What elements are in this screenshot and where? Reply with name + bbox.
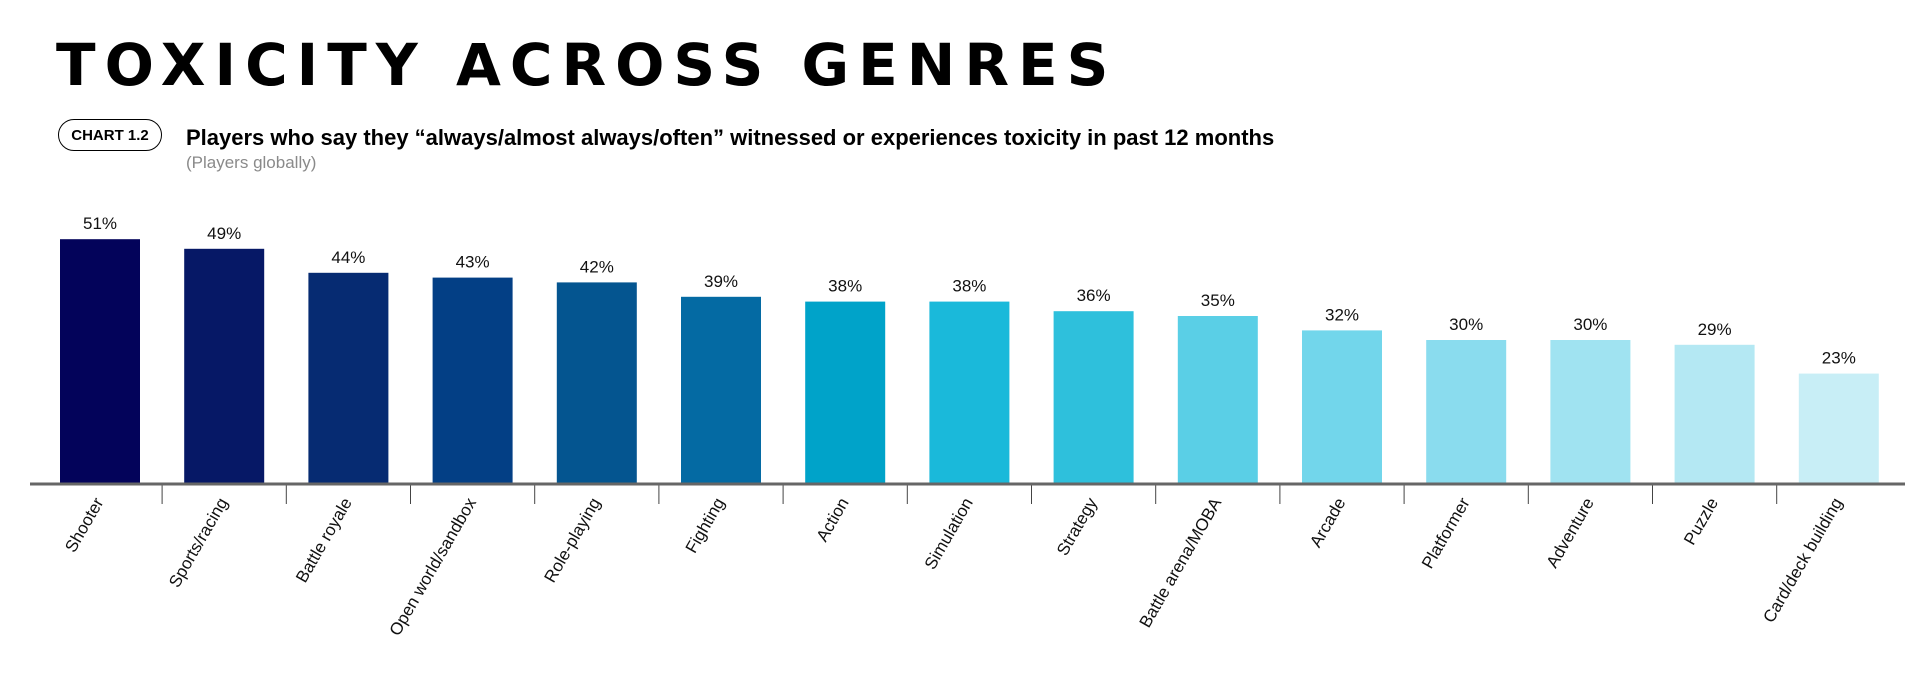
bar bbox=[184, 248, 265, 484]
data-label: 49% bbox=[207, 224, 241, 243]
data-label: 38% bbox=[952, 277, 986, 296]
bar bbox=[681, 296, 761, 484]
bar bbox=[1798, 373, 1879, 484]
data-label: 39% bbox=[704, 272, 738, 291]
category-label: Adventure bbox=[1543, 495, 1598, 572]
chart-note: (Players globally) bbox=[186, 153, 317, 172]
bar bbox=[60, 239, 140, 484]
chart-subtitle: Players who say they “always/almost alwa… bbox=[186, 125, 1275, 150]
category-label: Arcade bbox=[1306, 495, 1349, 551]
bar bbox=[929, 301, 1010, 484]
data-label: 42% bbox=[580, 257, 614, 276]
chart-title: TOXICITY ACROSS GENRES bbox=[56, 31, 1118, 99]
category-label: Open world/sandbox bbox=[386, 494, 481, 639]
data-label: 29% bbox=[1698, 320, 1732, 339]
bar bbox=[805, 301, 886, 484]
data-label: 44% bbox=[331, 248, 365, 267]
data-label: 30% bbox=[1449, 315, 1483, 334]
bar bbox=[1426, 340, 1507, 484]
category-label: Sports/racing bbox=[165, 495, 232, 591]
data-label: 51% bbox=[83, 214, 117, 233]
category-label: Strategy bbox=[1053, 494, 1101, 559]
bar bbox=[308, 272, 389, 484]
category-label: Puzzle bbox=[1680, 495, 1722, 549]
category-label: Action bbox=[813, 495, 853, 545]
bar bbox=[1053, 311, 1134, 484]
category-label: Platformer bbox=[1418, 494, 1474, 572]
data-label: 43% bbox=[456, 253, 490, 272]
bar bbox=[1674, 344, 1755, 484]
category-label: Battle arena/MOBA bbox=[1136, 494, 1226, 631]
bar bbox=[1177, 316, 1258, 484]
chart-number-badge: CHART 1.2 bbox=[58, 119, 162, 151]
data-label: 23% bbox=[1822, 349, 1856, 368]
category-label: Battle royale bbox=[292, 495, 356, 586]
category-label: Simulation bbox=[921, 495, 977, 573]
category-label: Shooter bbox=[61, 494, 107, 555]
category-label: Card/deck building bbox=[1759, 495, 1846, 626]
data-label: 30% bbox=[1573, 315, 1607, 334]
data-label: 35% bbox=[1201, 291, 1235, 310]
bar bbox=[1550, 340, 1631, 484]
data-label: 36% bbox=[1077, 286, 1111, 305]
bar bbox=[556, 282, 637, 484]
category-label: Fighting bbox=[682, 495, 729, 557]
bar bbox=[1302, 330, 1382, 484]
category-label: Role-playing bbox=[541, 495, 605, 586]
data-label: 38% bbox=[828, 277, 862, 296]
bar bbox=[432, 277, 513, 484]
data-label: 32% bbox=[1325, 305, 1359, 324]
